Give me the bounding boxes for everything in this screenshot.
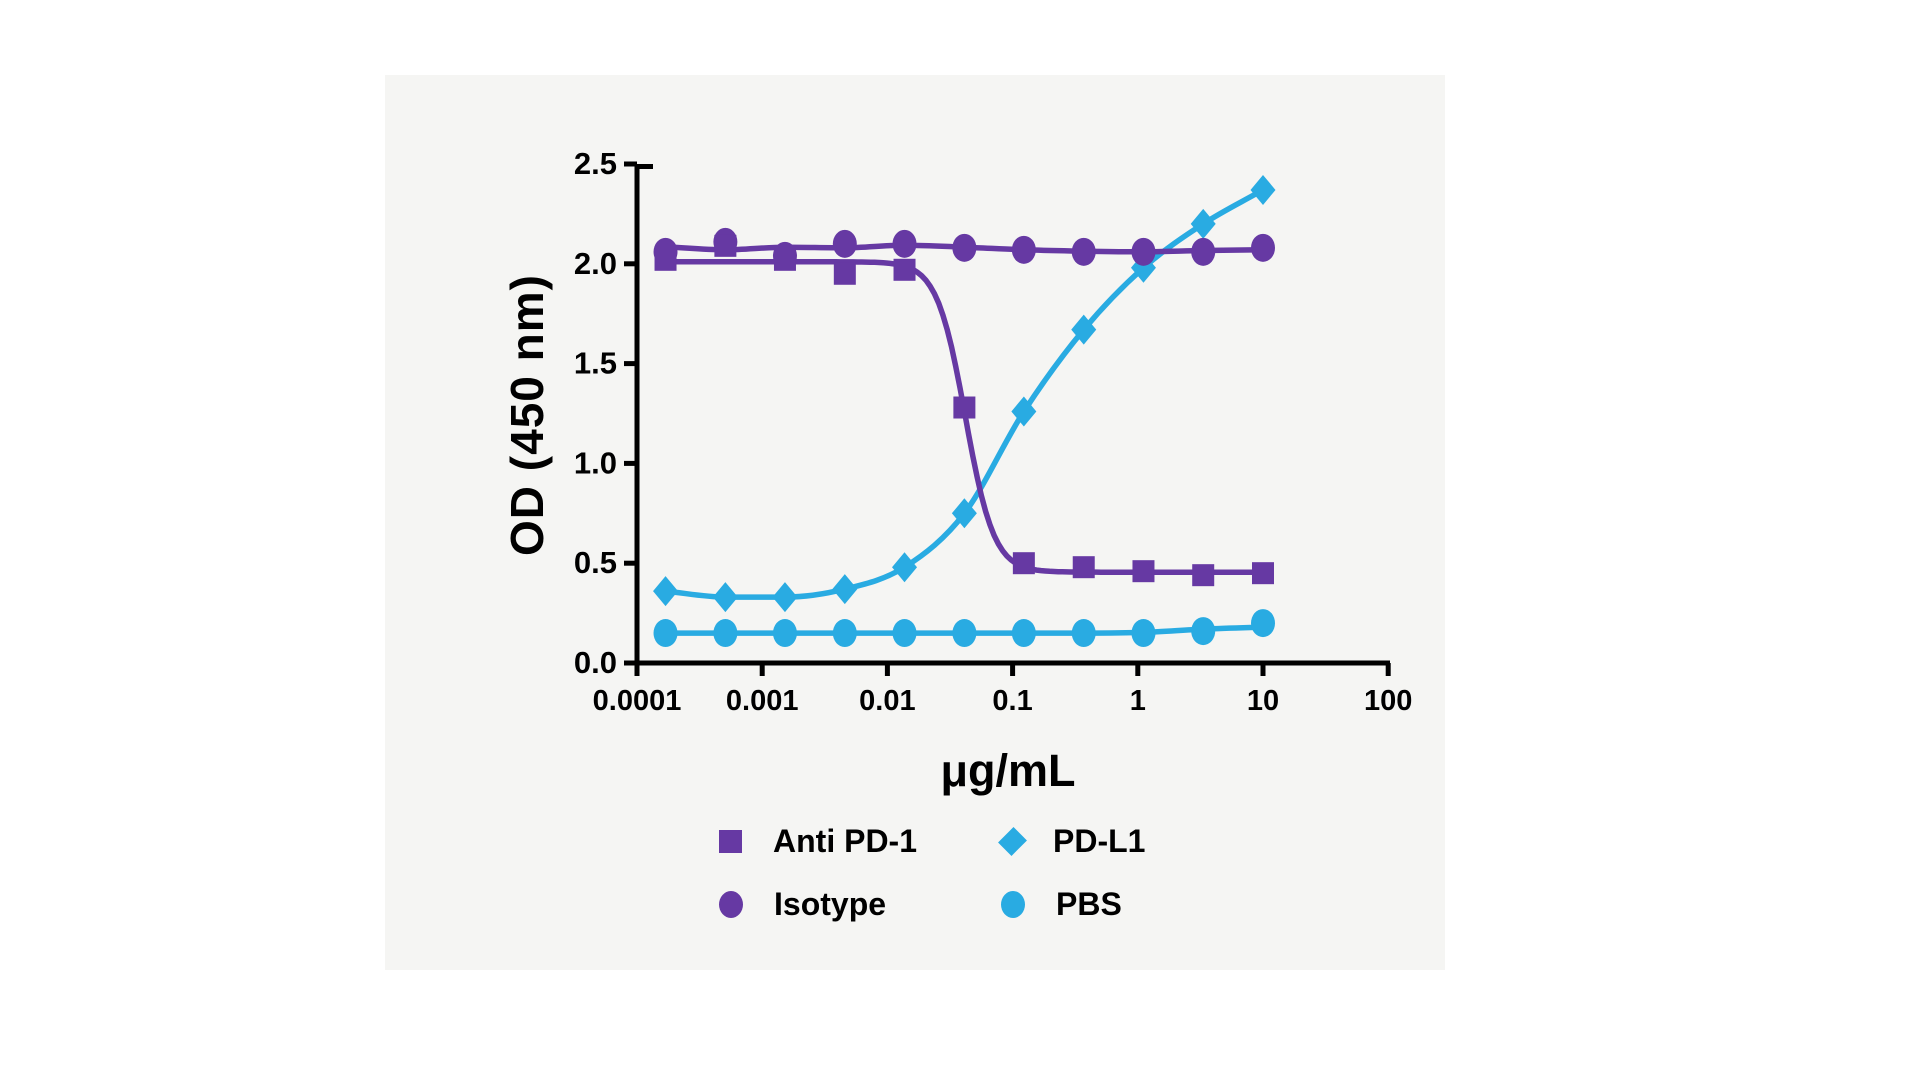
figure-background [385, 75, 1445, 970]
legend-label-pbs: PBS [1056, 885, 1122, 922]
series-pd-l1 [653, 174, 1276, 613]
square-marker [1132, 560, 1155, 583]
x-tick-label: 0.0001 [593, 685, 682, 717]
circle-marker [1011, 235, 1036, 264]
series-anti-pd-1 [654, 234, 1274, 587]
circle-marker [653, 619, 678, 648]
square-marker [1012, 552, 1035, 575]
circle-marker [1251, 609, 1275, 638]
circle-marker [832, 619, 857, 648]
circle-marker [1191, 617, 1216, 646]
circle-marker [1071, 619, 1096, 648]
square-marker [893, 258, 916, 281]
series-pbs [653, 609, 1275, 648]
y-tick-label: 2.0 [574, 246, 617, 281]
square-marker [1252, 562, 1274, 585]
y-tick-label: 0.5 [574, 545, 617, 580]
legend-label-anti-pd1: Anti PD-1 [773, 822, 917, 859]
legend-item-anti-pd1: Anti PD-1 [705, 818, 987, 864]
circle-marker [832, 229, 857, 258]
x-tick-label: 0.1 [992, 685, 1032, 717]
diamond-marker [1011, 396, 1037, 427]
legend-label-pd-l1: PD-L1 [1053, 822, 1146, 859]
square-marker [833, 262, 856, 285]
x-tick-label: 0.01 [859, 685, 915, 717]
diamond-marker [951, 498, 977, 529]
circle-marker [1011, 619, 1036, 648]
y-tick-label: 1.0 [574, 445, 617, 480]
x-tick-label: 0.001 [726, 685, 799, 717]
circle-marker [1131, 619, 1156, 648]
y-tick-label: 0.0 [574, 645, 617, 680]
circle-marker [772, 619, 797, 648]
circle-marker [892, 229, 917, 258]
square-marker [773, 248, 796, 271]
square-marker [953, 396, 976, 419]
diamond-marker [832, 574, 858, 605]
circle-marker [892, 619, 917, 648]
square-marker-icon [719, 829, 742, 853]
diamond-marker [1130, 252, 1156, 283]
square-marker [714, 234, 737, 257]
legend-item-pbs: PBS [987, 881, 1145, 927]
y-tick-label: 2.5 [574, 146, 617, 181]
circle-marker-icon [1001, 890, 1025, 918]
y-tick-label: 1.5 [574, 346, 617, 381]
diamond-marker [653, 576, 679, 607]
circle-marker [952, 233, 977, 262]
legend: Anti PD-1 PD-L1 Isotype PBS [705, 818, 1145, 927]
square-marker [654, 248, 677, 271]
diamond-marker [1071, 314, 1097, 345]
circle-marker [1191, 237, 1216, 266]
diamond-marker [712, 582, 738, 613]
diamond-marker [772, 582, 798, 613]
x-tick-label: 10 [1247, 685, 1279, 717]
diamond-marker [1190, 208, 1216, 239]
diamond-marker [1250, 174, 1276, 205]
x-axis-title: μg/mL [940, 745, 1076, 796]
legend-label-isotype: Isotype [774, 885, 887, 922]
circle-marker [952, 619, 977, 648]
circle-marker [713, 619, 738, 648]
circle-marker [1071, 237, 1096, 266]
circle-marker-icon [719, 890, 743, 918]
diamond-marker-icon [998, 826, 1027, 856]
y-axis-title: OD (450 nm) [501, 274, 553, 556]
circle-marker [1131, 237, 1156, 266]
square-marker [1072, 556, 1095, 579]
x-tick-label: 100 [1364, 685, 1412, 717]
legend-item-pd-l1: PD-L1 [987, 818, 1145, 864]
circle-marker [1251, 233, 1275, 262]
square-marker [1192, 564, 1215, 587]
legend-item-isotype: Isotype [705, 881, 987, 927]
x-tick-label: 1 [1130, 685, 1146, 717]
diamond-marker [892, 552, 918, 583]
